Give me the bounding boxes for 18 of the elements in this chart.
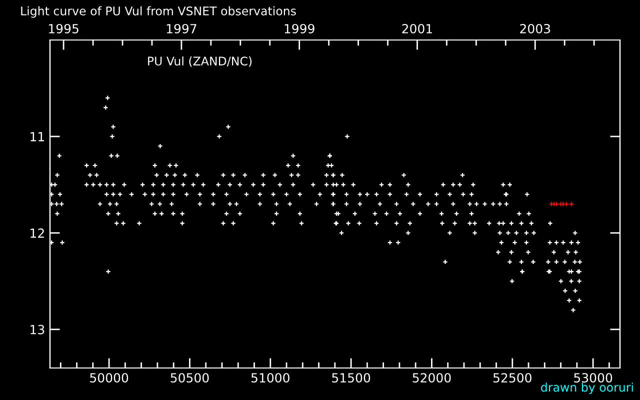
x2-tick-label: 2001	[402, 24, 432, 34]
x2-tick-label: 1995	[49, 24, 78, 34]
y-tick-label: 13	[30, 324, 44, 334]
x-tick-label: 52000	[412, 373, 451, 383]
x-tick-label: 52500	[493, 373, 532, 383]
x2-tick-label: 1999	[284, 24, 314, 34]
x-tick-label: 50500	[170, 373, 209, 383]
annotation: PU Vul (ZAND/NC)	[148, 56, 252, 67]
chart-title: Light curve of PU Vul from VSNET observations	[21, 6, 296, 18]
y-tick-label: 11	[30, 132, 44, 142]
y-tick-label: 12	[30, 228, 44, 238]
text: drawn by ooruri	[541, 382, 633, 394]
x-tick-label: 53000	[574, 373, 612, 383]
x2-tick-label: 2003	[520, 24, 550, 34]
x-tick-label: 50000	[90, 373, 128, 383]
x2-tick-label: 1997	[166, 24, 196, 34]
x-tick-label: 51500	[332, 373, 370, 383]
x-tick-label: 51000	[251, 373, 290, 383]
